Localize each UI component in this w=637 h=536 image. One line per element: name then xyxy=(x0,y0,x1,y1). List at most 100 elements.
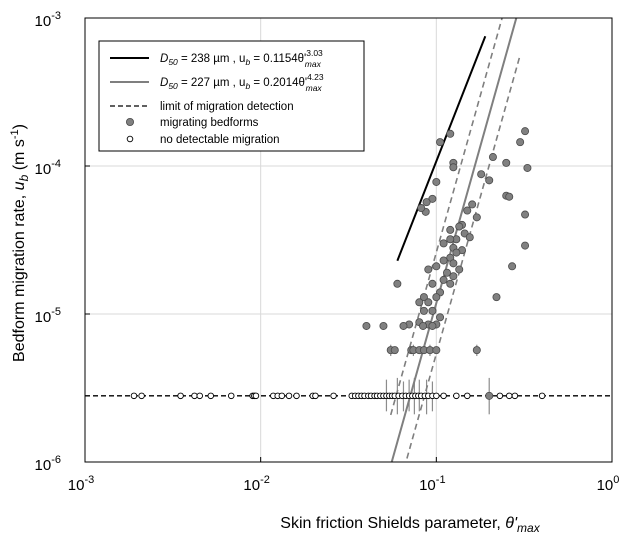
x-tick-label: 10-3 xyxy=(68,474,94,494)
migrating-point xyxy=(439,275,448,284)
migrating-point xyxy=(477,170,486,179)
x-axis-label-text: Skin friction Shields parameter, xyxy=(280,515,505,532)
migrating-point xyxy=(424,298,433,307)
migrating-point xyxy=(446,235,455,244)
no-migration-point xyxy=(505,392,513,400)
migrating-point xyxy=(449,272,458,281)
legend-box xyxy=(98,40,365,152)
no-migration-point xyxy=(433,392,440,400)
migrating-point xyxy=(436,313,445,322)
migrating-point xyxy=(442,268,451,277)
migrating-point xyxy=(455,265,464,274)
migrating-point xyxy=(428,279,437,288)
x-axis-label-symbol: θ' xyxy=(505,515,518,532)
y-tick-label: 10-3 xyxy=(35,10,61,30)
no-migration-point xyxy=(227,392,235,400)
no-migration-point xyxy=(538,392,546,400)
migrating-point xyxy=(502,158,511,167)
migrating-point xyxy=(492,293,501,302)
migrating-point xyxy=(439,256,448,265)
fit-line xyxy=(390,18,518,462)
y-tick-label: 10-4 xyxy=(35,158,61,178)
no-migration-point xyxy=(207,392,215,400)
no-migration-point xyxy=(130,392,138,400)
legend-label: D50 = 227 µm , ub = 0.2014θ'4.23 max xyxy=(160,72,324,93)
migrating-point xyxy=(472,213,481,222)
migrating-point xyxy=(516,138,525,147)
x-axis-label-sub: max xyxy=(517,521,541,535)
migrating-point xyxy=(523,163,532,172)
migrating-point xyxy=(468,200,477,209)
migrating-point xyxy=(432,293,441,302)
x-tick-label: 100 xyxy=(597,474,620,494)
no-migration-point xyxy=(285,392,293,400)
migrating-point xyxy=(455,222,464,231)
legend-label: migrating bedforms xyxy=(160,117,259,129)
migrating-point xyxy=(465,233,474,242)
x-tick-label: 10-2 xyxy=(243,474,269,494)
no-migration-point xyxy=(312,392,319,400)
y-axis-label-units-open: (m s xyxy=(11,139,28,175)
y-axis-label-sub: b xyxy=(17,174,31,181)
migrating-point xyxy=(419,293,428,302)
migrating-point xyxy=(415,298,424,307)
migrating-point xyxy=(508,262,517,271)
y-tick-labels: 10-6 10-5 10-4 10-3 xyxy=(35,10,61,474)
legend-open-marker xyxy=(126,135,134,143)
y-tick-label: 10-6 xyxy=(35,454,61,474)
axes-frame xyxy=(84,17,613,463)
migrating-point xyxy=(393,279,402,288)
no-migration-point xyxy=(191,392,198,400)
migrating-point xyxy=(436,138,445,147)
migrating-point xyxy=(521,127,530,136)
no-migration-point xyxy=(252,392,260,400)
migrating-point xyxy=(505,192,514,201)
no-migration-point xyxy=(496,392,504,400)
migrating-point xyxy=(379,321,388,330)
migrating-point xyxy=(488,153,497,162)
no-migration-point xyxy=(511,392,519,400)
migrating-point xyxy=(485,176,494,185)
migrating-point xyxy=(432,177,441,186)
migrating-point xyxy=(432,346,441,355)
no-migration-point xyxy=(330,392,337,400)
legend-label: no detectable migration xyxy=(160,134,280,146)
migrating-point xyxy=(446,279,455,288)
x-axis-label: Skin friction Shields parameter, θ'max xyxy=(280,515,540,535)
migrating-point xyxy=(419,321,428,330)
no-migration-point xyxy=(293,392,300,400)
y-axis-label-units-close: ) xyxy=(11,124,28,129)
migrating-point xyxy=(452,248,461,257)
no-migration-point xyxy=(196,392,203,400)
y-axis-label-text: Bedform migration rate, xyxy=(11,190,28,362)
migrating-point xyxy=(362,321,371,330)
plot-area xyxy=(85,18,612,462)
migrating-point xyxy=(424,265,433,274)
migrating-point xyxy=(446,225,455,234)
migrating-point xyxy=(428,321,437,330)
no-migration-point xyxy=(440,392,447,400)
no-migration-point xyxy=(464,392,471,400)
y-axis-label-units-exp: -1 xyxy=(9,129,21,139)
legend-filled-marker xyxy=(126,118,135,127)
migrating-point xyxy=(428,306,437,315)
y-axis-label: Bedform migration rate, ub (m s-1) xyxy=(9,124,31,362)
migrating-point xyxy=(432,262,441,271)
migrating-point xyxy=(472,346,481,355)
migrating-point xyxy=(422,198,431,207)
no-migration-point xyxy=(278,392,286,400)
x-tick-label: 10-1 xyxy=(419,474,445,494)
migrating-point xyxy=(521,241,530,250)
migrating-point xyxy=(521,210,530,219)
legend: D50 = 238 µm , ub = 0.1154θ'3.03 max D50 =… xyxy=(98,40,365,152)
x-tick-labels: 10-3 10-2 10-1 100 xyxy=(68,474,620,494)
migrating-point xyxy=(446,129,455,138)
migrating-point xyxy=(390,346,399,355)
y-axis-label-symbol: u xyxy=(11,181,28,190)
fit-line xyxy=(396,35,487,262)
migrating-point xyxy=(419,306,428,315)
y-tick-label: 10-5 xyxy=(35,306,61,326)
migrating-point xyxy=(463,206,472,215)
legend-label: limit of migration detection xyxy=(160,101,294,113)
